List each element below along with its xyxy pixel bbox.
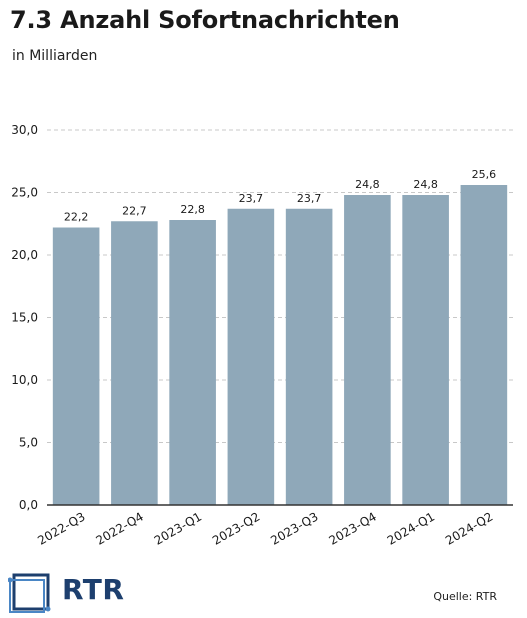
x-tick-label: 2022-Q4 [94,509,146,547]
bar-value-label: 24,8 [413,178,438,191]
x-tick-label: 2023-Q3 [268,509,320,547]
bar [169,220,216,505]
bar-chart: 0,0 5,0 10,0 15,0 20,0 25,0 30,0 22,2 2022-Q3 22,… [11,123,513,548]
chart-title: 7.3 Anzahl Sofortnachrichten [10,6,400,34]
y-tick-label: 5,0 [19,436,38,450]
bar-value-label: 22,2 [64,211,89,224]
bar-value-label: 25,6 [472,168,497,181]
bar-value-label: 23,7 [297,192,322,205]
bar [227,208,275,505]
bar [52,227,100,505]
x-tick-label: 2023-Q2 [210,509,262,547]
rtr-logo-text: RTR [62,573,125,606]
x-tick-label: 2023-Q4 [327,509,379,547]
bar-value-label: 24,8 [355,178,380,191]
source-note: Quelle: RTR [433,590,497,603]
bar [111,221,158,505]
x-tick-label: 2023-Q1 [152,509,204,547]
y-tick-label: 0,0 [19,498,38,512]
y-tick-label: 30,0 [11,123,38,137]
bar-value-label: 22,8 [180,203,205,216]
rtr-logo-icon [8,573,51,613]
y-tick-label: 15,0 [11,311,38,325]
bar-value-label: 23,7 [239,192,264,205]
bar-value-label: 22,7 [122,204,147,217]
bar [402,195,449,505]
chart-subtitle: in Milliarden [12,48,98,64]
x-tick-label: 2024-Q1 [385,509,437,547]
bar [285,208,333,505]
bar [344,195,391,505]
y-tick-label: 10,0 [11,373,38,387]
bar [460,185,508,505]
x-tick-label: 2022-Q3 [35,509,87,547]
y-tick-label: 20,0 [11,248,38,262]
y-tick-label: 25,0 [11,186,38,200]
x-tick-label: 2024-Q2 [443,509,495,547]
